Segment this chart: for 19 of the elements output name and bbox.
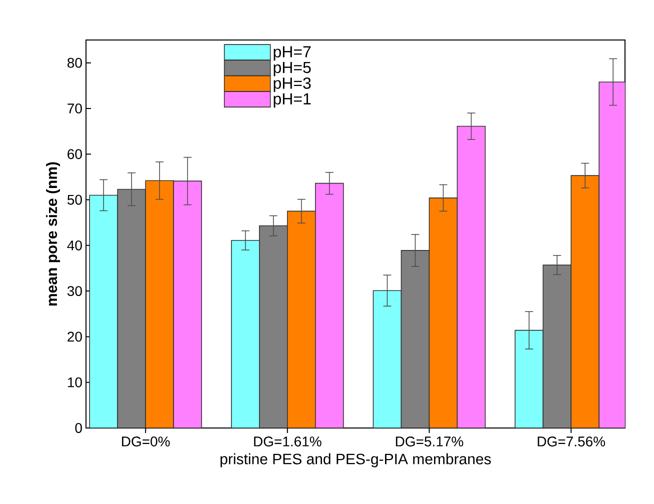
x-tick-label: DG=5.17%	[396, 436, 464, 446]
y-tick-label: 30	[67, 286, 82, 296]
y-tick-label: 40	[67, 240, 82, 250]
legend-label: pH=3	[274, 78, 311, 92]
x-tick-label: DG=0%	[122, 436, 170, 446]
legend-label: pH=7	[274, 46, 311, 61]
legend-label: pH=5	[274, 62, 311, 76]
y-tick-label: 10	[68, 377, 82, 388]
y-tick-label: 60	[68, 149, 82, 160]
y-tick-label: 0	[75, 423, 82, 433]
x-tick-label: DG=1.61%	[254, 436, 322, 446]
legend-label: pH=1	[274, 93, 311, 108]
y-tick-label: 50	[67, 194, 82, 205]
y-tick-label: 70	[68, 104, 82, 114]
y-axis-title: mean pore size (nm)	[46, 162, 60, 306]
y-tick-label: 80	[68, 58, 82, 68]
y-tick-label: 20	[68, 332, 82, 342]
x-axis-title: pristine PES and PES-g-PIA membranes	[220, 453, 491, 468]
x-tick-label: DG=7.56%	[538, 436, 606, 446]
